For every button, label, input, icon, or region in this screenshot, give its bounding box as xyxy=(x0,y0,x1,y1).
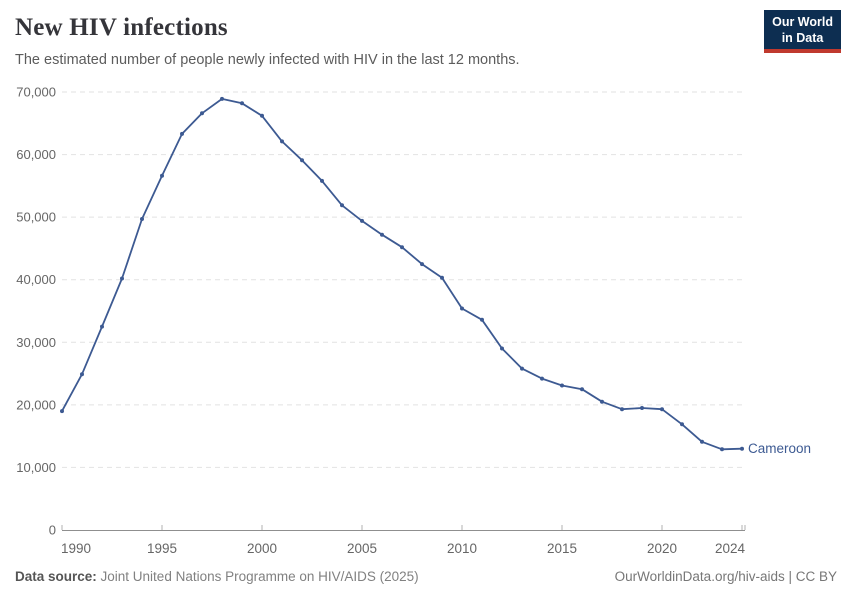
chart-subtitle: The estimated number of people newly inf… xyxy=(15,52,520,68)
data-point[interactable] xyxy=(700,439,704,444)
y-tick-label: 50,000 xyxy=(16,210,56,225)
data-series-cameroon[interactable] xyxy=(60,96,744,452)
data-point[interactable] xyxy=(660,407,664,412)
x-tick-label: 1995 xyxy=(147,541,177,556)
y-tick-label: 0 xyxy=(49,523,56,538)
y-tick-label: 40,000 xyxy=(16,272,56,287)
data-point[interactable] xyxy=(260,113,264,118)
chart-title: New HIV infections xyxy=(15,14,228,41)
license-credit: OurWorldinData.org/hiv-aids | CC BY xyxy=(614,569,837,584)
x-axis-labels: 1990 1995 2000 2005 2010 2015 2020 2024 xyxy=(61,541,745,556)
data-point[interactable] xyxy=(440,275,444,280)
x-tick-label: 2005 xyxy=(347,541,377,556)
data-source: Data source: Joint United Nations Progra… xyxy=(15,569,419,584)
data-point[interactable] xyxy=(80,372,84,377)
data-point[interactable] xyxy=(100,324,104,329)
data-point[interactable] xyxy=(500,346,504,351)
data-point[interactable] xyxy=(180,131,184,136)
data-point[interactable] xyxy=(420,262,424,267)
data-point[interactable] xyxy=(240,101,244,106)
data-point[interactable] xyxy=(560,383,564,388)
data-point[interactable] xyxy=(580,387,584,392)
data-point[interactable] xyxy=(380,232,384,237)
y-axis-labels: 0 10,000 20,000 30,000 40,000 50,000 60,000 70,… xyxy=(16,85,56,538)
data-point[interactable] xyxy=(480,317,484,322)
data-point[interactable] xyxy=(520,366,524,371)
data-point[interactable] xyxy=(600,399,604,404)
data-point[interactable] xyxy=(120,276,124,281)
x-tick-label: 1990 xyxy=(61,541,91,556)
data-point[interactable] xyxy=(300,158,304,163)
owid-logo-line-2: in Data xyxy=(781,30,824,45)
data-point[interactable] xyxy=(540,376,544,381)
y-tick-label: 10,000 xyxy=(16,460,56,475)
x-tick-label: 2015 xyxy=(547,541,577,556)
y-tick-label: 70,000 xyxy=(16,85,56,100)
data-point[interactable] xyxy=(400,245,404,250)
x-tick-label: 2020 xyxy=(647,541,677,556)
owid-logo-line-1: Our World xyxy=(772,15,833,29)
data-point[interactable] xyxy=(320,178,324,183)
y-gridlines xyxy=(62,91,742,468)
series-label-cameroon[interactable]: Cameroon xyxy=(748,441,811,456)
data-point[interactable] xyxy=(460,306,464,311)
chart-svg: 0 10,000 20,000 30,000 40,000 50,000 60,000 70,… xyxy=(16,85,811,557)
owid-logo[interactable]: Our World in Data xyxy=(764,10,841,54)
data-point[interactable] xyxy=(60,409,64,414)
y-tick-label: 30,000 xyxy=(16,335,56,350)
x-axis xyxy=(61,525,746,531)
y-tick-label: 20,000 xyxy=(16,397,56,412)
data-point[interactable] xyxy=(280,139,284,144)
data-point[interactable] xyxy=(340,203,344,208)
data-point[interactable] xyxy=(160,173,164,178)
x-tick-label: 2024 xyxy=(715,541,746,556)
data-point[interactable] xyxy=(640,406,644,410)
data-point[interactable] xyxy=(740,446,744,451)
x-tick-label: 2000 xyxy=(247,541,277,556)
data-source-text: Joint United Nations Programme on HIV/AI… xyxy=(96,569,419,584)
data-point[interactable] xyxy=(680,422,684,427)
data-point[interactable] xyxy=(360,218,364,223)
data-point[interactable] xyxy=(140,217,144,221)
y-tick-label: 60,000 xyxy=(16,147,56,162)
data-point[interactable] xyxy=(200,111,204,116)
data-point[interactable] xyxy=(620,407,624,412)
x-tick-label: 2010 xyxy=(447,541,477,556)
data-point[interactable] xyxy=(720,447,724,452)
series-line[interactable] xyxy=(61,97,743,451)
data-point[interactable] xyxy=(220,96,224,101)
data-source-label: Data source: xyxy=(15,569,97,584)
